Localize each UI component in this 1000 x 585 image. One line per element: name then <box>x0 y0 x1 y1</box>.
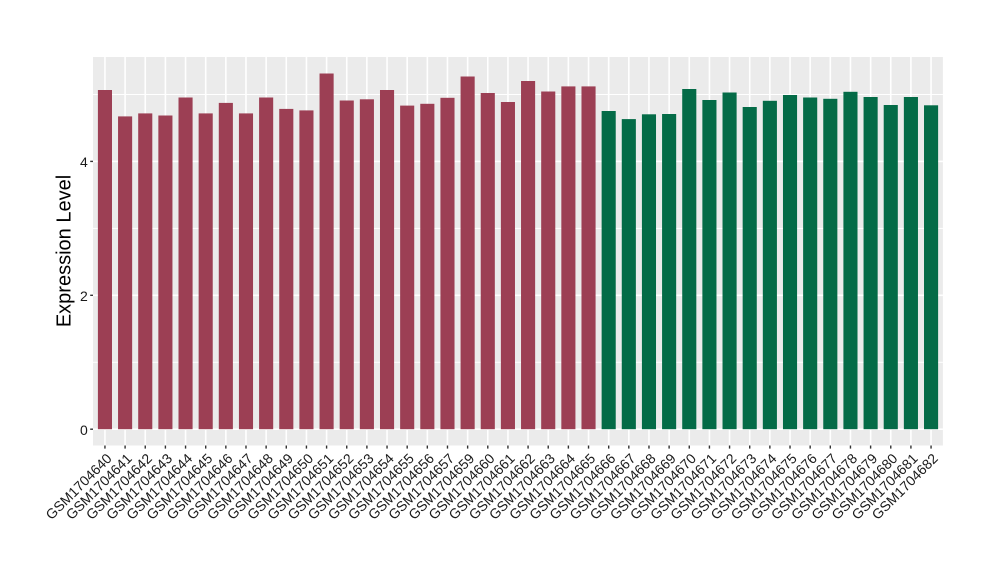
svg-text:Expression Level: Expression Level <box>54 175 76 327</box>
svg-text:4: 4 <box>80 154 88 170</box>
svg-text:0: 0 <box>80 422 88 438</box>
svg-text:2: 2 <box>80 288 88 304</box>
